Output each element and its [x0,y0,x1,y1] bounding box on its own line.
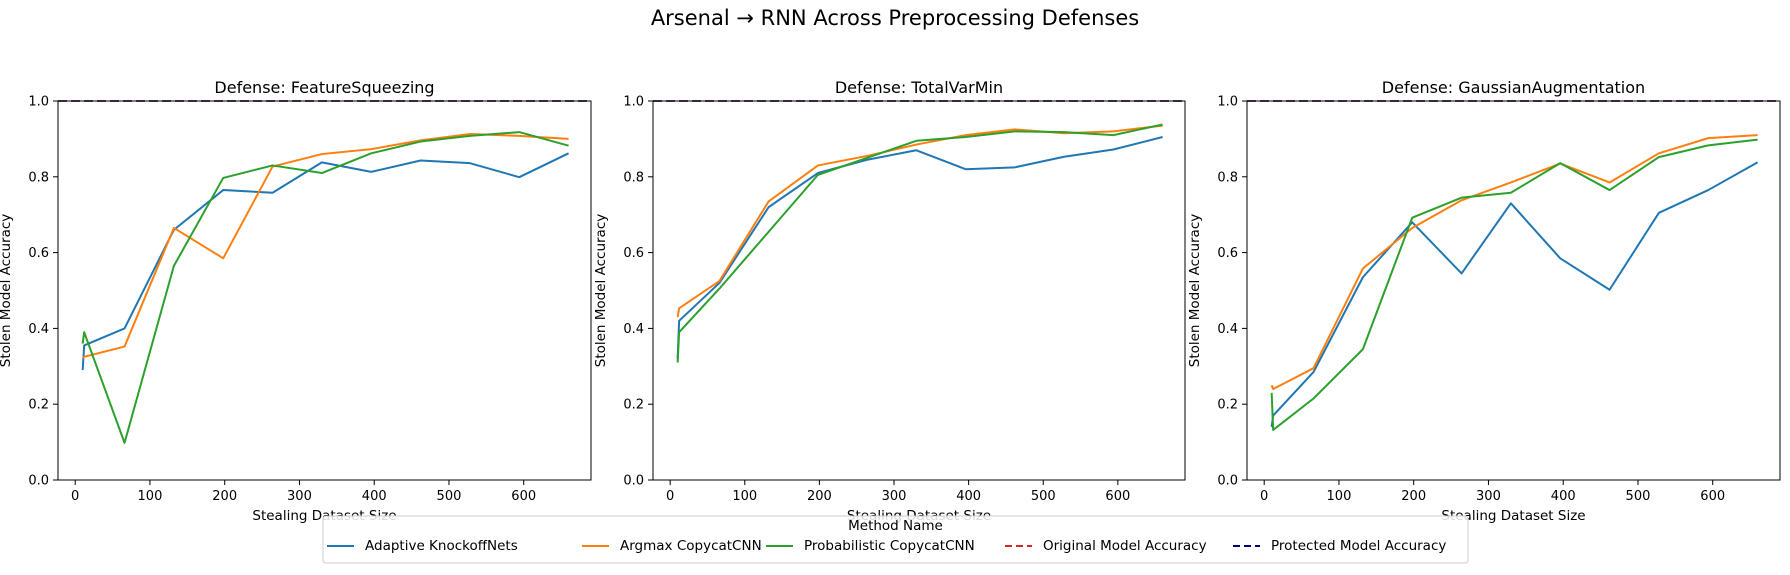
legend-label: Adaptive KnockoffNets [365,538,518,554]
x-tick-label: 600 [1700,489,1725,504]
x-tick-label: 0 [666,489,674,504]
y-axis-label: Stolen Model Accuracy [1187,214,1203,367]
legend-label: Probabilistic CopycatCNN [804,538,975,554]
x-tick-label: 400 [362,489,387,504]
x-tick-label: 500 [1626,489,1651,504]
series-line-probabilistic-copycatcnn [1270,138,1758,431]
plot-area [653,100,1185,363]
legend-item-adaptive-knockoffnets: Adaptive KnockoffNets [327,538,518,554]
subplot-title: Defense: GaussianAugmentation [1382,78,1645,97]
x-tick-label: 0 [1260,489,1268,504]
subplot-3: Defense: GaussianAugmentation 0 100 200 300 4… [1187,78,1781,524]
x-tick-label: 400 [1551,489,1576,504]
series-line-argmax-copycatcnn [676,124,1163,318]
y-axis-label: Stolen Model Accuracy [0,214,14,367]
legend-item-probabilistic-copycatcnn: Probabilistic CopycatCNN [766,538,975,554]
x-tick-label: 500 [1031,489,1056,504]
x-tick-label: 600 [511,489,536,504]
y-tick-label: 0.4 [1217,322,1238,337]
x-tick-label: 400 [956,489,981,504]
legend-label: Argmax CopycatCNN [620,538,762,554]
legend-label: Original Model Accuracy [1043,538,1207,554]
y-tick-label: 0.4 [28,322,49,337]
legend-item-protected-model-accuracy: Protected Model Accuracy [1233,538,1446,554]
subplot-2: Defense: TotalVarMin 0 100 200 300 400 500 600 0… [593,78,1186,524]
legend: Method Name Adaptive KnockoffNets Argmax C… [322,515,1469,564]
x-tick-label: 300 [1476,489,1501,504]
y-tick-label: 0.2 [1217,398,1238,413]
x-tick-label: 200 [807,489,832,504]
subplot-title: Defense: FeatureSqueezing [214,78,434,97]
series-line-probabilistic-copycatcnn [676,123,1163,363]
y-tick-label: 0.4 [623,322,644,337]
series-line-argmax-copycatcnn [82,132,569,359]
y-tick-label: 0.0 [28,474,49,489]
x-tick-label: 100 [1327,489,1352,504]
axes-frame [1246,100,1781,481]
legend-title: Method Name [848,518,943,534]
y-tick-label: 0.8 [623,170,644,185]
y-tick-label: 1.0 [623,95,644,110]
x-tick-label: 300 [882,489,907,504]
x-tick-label: 600 [1105,489,1130,504]
plot-area [1247,100,1780,431]
series-line-probabilistic-copycatcnn [81,131,569,444]
x-axis-label: Stealing Dataset Size [1441,508,1585,524]
series-line-adaptive-knockoffnets [81,152,570,371]
y-tick-label: 0.8 [1217,170,1238,185]
legend-item-argmax-copycatcnn: Argmax CopycatCNN [582,538,762,554]
y-tick-label: 0.2 [623,398,644,413]
x-tick-label: 200 [212,489,237,504]
x-tick-label: 200 [1401,489,1426,504]
y-tick-label: 0.0 [623,474,644,489]
subplot-title: Defense: TotalVarMin [835,78,1003,97]
series-line-adaptive-knockoffnets [1270,161,1759,428]
legend-item-original-model-accuracy: Original Model Accuracy [1005,538,1207,554]
x-tick-label: 500 [437,489,462,504]
axes-frame [652,100,1186,481]
y-tick-label: 0.6 [623,246,644,261]
plot-area [58,100,591,444]
y-tick-label: 0.6 [28,246,49,261]
series-line-adaptive-knockoffnets [676,136,1163,359]
legend-label: Protected Model Accuracy [1271,538,1446,554]
subplots: Defense: FeatureSqueezing 0 100 200 300 400 50… [0,78,1781,524]
y-tick-label: 0.0 [1217,474,1238,489]
legend-box [322,515,1469,564]
subplot-1: Defense: FeatureSqueezing 0 100 200 300 400 50… [0,78,592,524]
x-tick-label: 300 [287,489,312,504]
x-tick-label: 100 [732,489,757,504]
y-tick-label: 0.2 [28,398,49,413]
y-tick-label: 0.8 [28,170,49,185]
x-tick-label: 100 [138,489,163,504]
y-axis-label: Stolen Model Accuracy [593,214,609,367]
series-line-argmax-copycatcnn [1270,134,1758,391]
y-tick-label: 0.6 [1217,246,1238,261]
axes-frame [57,100,592,481]
y-tick-label: 1.0 [1217,95,1238,110]
figure-title: Arsenal → RNN Across Preprocessing Defen… [651,6,1139,30]
x-tick-label: 0 [71,489,79,504]
y-tick-label: 1.0 [28,95,49,110]
